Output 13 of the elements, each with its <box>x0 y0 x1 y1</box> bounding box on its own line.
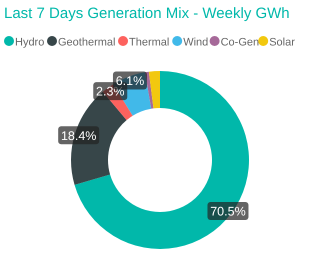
data-label: 18.4% <box>60 128 96 143</box>
legend-label: Geothermal <box>58 36 116 48</box>
donut-slice <box>144 72 154 109</box>
legend-label: Wind <box>183 36 208 48</box>
legend-label: Solar <box>269 36 296 48</box>
donut-slice <box>148 71 160 108</box>
data-label: 70.5% <box>210 204 246 219</box>
data-label: 2.3% <box>96 84 125 99</box>
chart-title: Last 7 Days Generation Mix - Weekly GWh <box>4 5 290 22</box>
legend-label: Thermal <box>129 36 170 48</box>
data-label: 6.1% <box>116 74 144 88</box>
legend-label: Co-Gen <box>220 36 260 48</box>
legend-label: Hydro <box>15 36 44 48</box>
